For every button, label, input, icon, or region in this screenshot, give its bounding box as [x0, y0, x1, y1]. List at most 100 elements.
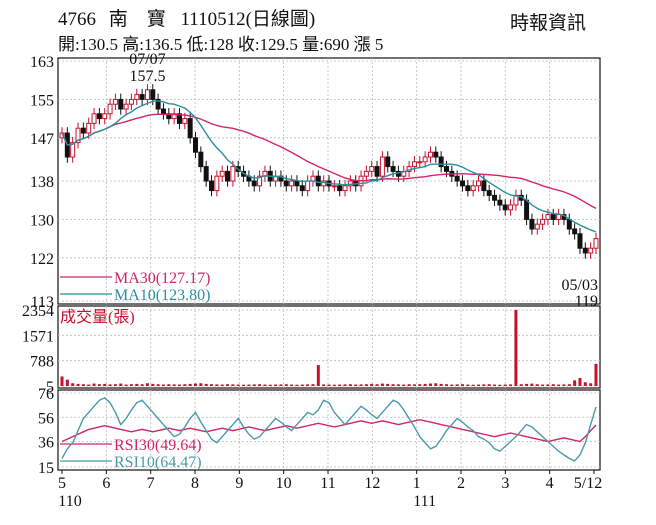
candle-body [176, 113, 182, 124]
volume-bar [498, 384, 502, 386]
candle-body [486, 190, 492, 196]
volume-bar [551, 384, 555, 386]
candle-body [588, 247, 594, 254]
candle-body [294, 180, 300, 187]
volume-bar [444, 384, 448, 386]
candle-body [492, 194, 498, 201]
volume-bar [407, 384, 411, 386]
x-tick-label: 1 [413, 475, 421, 492]
x-tick-label: 11 [320, 475, 335, 492]
candle-body [75, 127, 81, 144]
candle-body [497, 199, 503, 206]
price-tick-label: 163 [30, 54, 54, 71]
date-caption: 1110512(日線圖) [180, 9, 316, 30]
candle-body [139, 94, 145, 100]
volume-bar [306, 384, 310, 386]
ma10-line [61, 100, 597, 233]
volume-bar [455, 384, 459, 386]
candle-body [112, 98, 118, 105]
volume-bar [145, 383, 149, 386]
volume-title: 成交量(張) [60, 308, 135, 326]
volume-bar [204, 383, 208, 386]
low-date-label: 05/03 [562, 277, 598, 294]
candle-body [315, 175, 321, 187]
volume-bar [386, 383, 390, 386]
volume-tick-label: 788 [30, 354, 54, 371]
candle-body [134, 94, 140, 100]
candle-body [577, 233, 583, 249]
candle-body [251, 180, 257, 187]
rsi30-line [61, 418, 597, 443]
candle-body [342, 185, 348, 192]
volume-bar [359, 384, 363, 386]
candle-body [225, 170, 231, 182]
volume-bar [343, 384, 347, 386]
price-tick-label: 138 [30, 174, 54, 191]
candle-body [198, 151, 204, 168]
rsi10-legend: RSI10(64.47) [114, 454, 202, 471]
candle-body [374, 166, 380, 177]
volume-bar [284, 384, 288, 386]
candle-body [454, 175, 460, 182]
candle-body [128, 98, 134, 105]
volume-bar [332, 384, 336, 386]
candle-body [107, 103, 113, 115]
x-tick-label: 9 [235, 475, 243, 492]
candle-body [96, 113, 102, 120]
volume-bar [151, 383, 155, 386]
candle-body [102, 113, 108, 120]
candle-body [476, 180, 482, 187]
candle-body [331, 185, 337, 188]
candle-body [123, 103, 129, 110]
volume-bar [199, 383, 203, 386]
volume-bar [493, 384, 497, 386]
volume-tick-label: 1571 [22, 328, 54, 345]
x-tick-label: 2 [457, 475, 465, 492]
volume-bar [236, 384, 240, 386]
rsi-tick-label: 36 [38, 435, 54, 452]
volume-bar [461, 384, 464, 386]
candle-body [524, 199, 530, 220]
candle-body [118, 98, 124, 110]
candle-body [347, 180, 353, 187]
volume-bar [519, 384, 523, 386]
x-tick-label: 5/12 [574, 475, 602, 492]
volume-bar [188, 383, 192, 386]
price-legend-ma30: MA30(127.17) [114, 270, 210, 287]
volume-bar [177, 384, 181, 386]
volume-bar [567, 384, 571, 386]
volume-bar [295, 384, 299, 386]
volume-bar [327, 384, 331, 386]
stock-name: 南 寶 [108, 9, 166, 30]
volume-bar [348, 384, 352, 386]
volume-bar [258, 384, 262, 386]
candle-body [529, 218, 535, 230]
volume-bar [439, 383, 443, 386]
volume-bar [557, 384, 561, 386]
volume-bar [391, 384, 395, 386]
stock-code: 4766 [58, 9, 96, 30]
volume-bar [161, 384, 165, 386]
candle-body [150, 89, 156, 100]
volume-bar [252, 384, 256, 386]
ma30-line [61, 113, 597, 209]
price-tick-label: 122 [30, 251, 54, 268]
x-tick-label: 3 [501, 475, 509, 492]
candle-body [305, 180, 311, 192]
candle-body [299, 185, 305, 192]
candle-body [470, 185, 476, 192]
year-label: 110 [58, 493, 81, 510]
volume-bar [167, 384, 171, 386]
volume-bar [215, 384, 219, 386]
volume-bar [375, 384, 379, 386]
volume-tick-label: 5 [46, 379, 54, 396]
candle-body [460, 180, 465, 187]
volume-bar [423, 383, 427, 386]
volume-bar [129, 384, 133, 386]
volume-bar [108, 384, 112, 386]
volume-bar [71, 383, 75, 386]
candle-body [70, 142, 76, 158]
volume-bar [316, 365, 320, 386]
candle-body [363, 170, 369, 177]
